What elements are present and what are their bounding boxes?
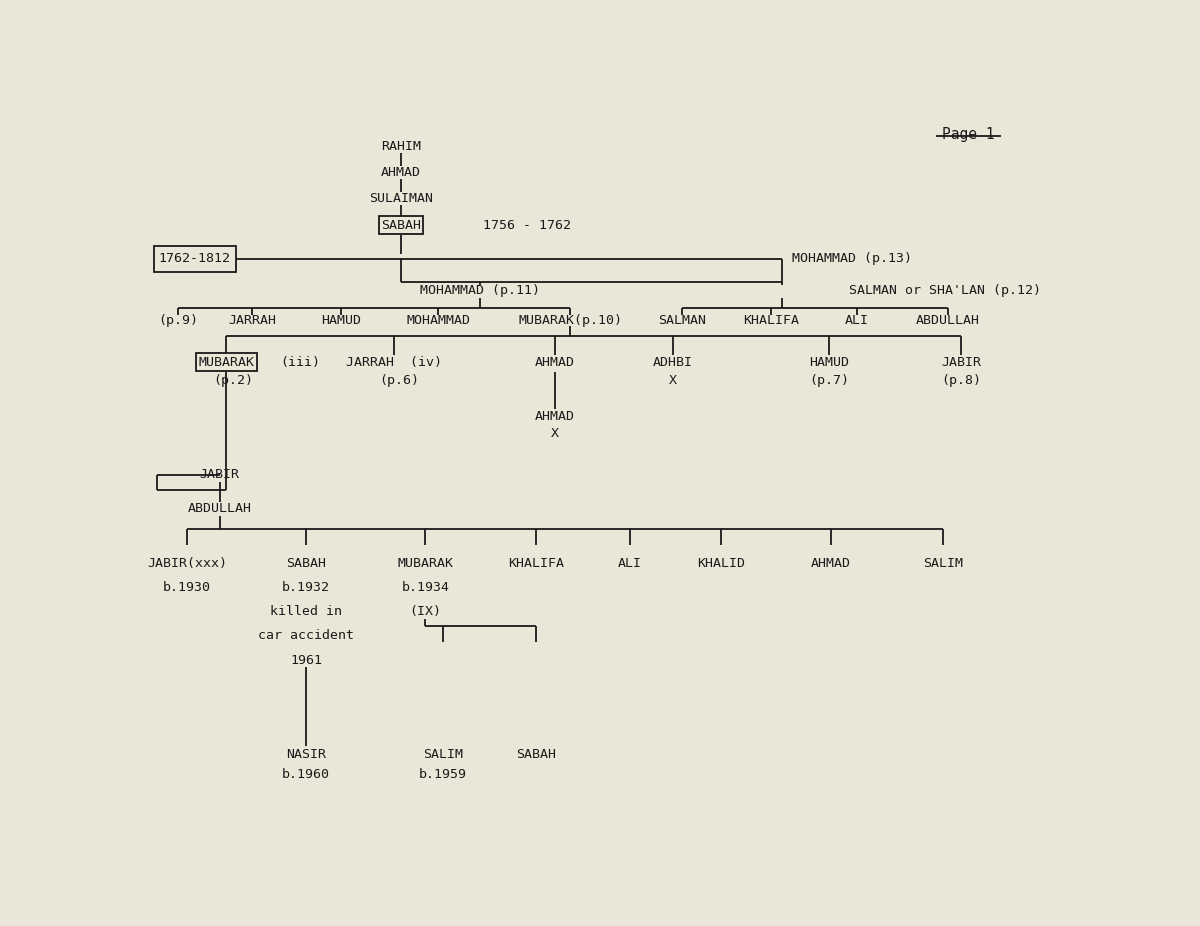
Text: (p.9): (p.9) [158, 314, 198, 327]
Text: AHMAD: AHMAD [534, 356, 575, 369]
Text: KHALIFA: KHALIFA [743, 314, 799, 327]
Text: (p.7): (p.7) [809, 374, 848, 387]
Text: SALMAN or SHA'LAN (p.12): SALMAN or SHA'LAN (p.12) [850, 284, 1042, 297]
Text: ABDULLAH: ABDULLAH [916, 314, 980, 327]
Text: 1961: 1961 [290, 654, 323, 667]
Text: b.1932: b.1932 [282, 581, 330, 594]
Text: ADHBI: ADHBI [653, 356, 692, 369]
Text: KHALID: KHALID [697, 557, 745, 569]
Text: MUBARAK: MUBARAK [198, 356, 254, 369]
Text: AHMAD: AHMAD [382, 166, 421, 179]
Text: b.1930: b.1930 [163, 581, 211, 594]
Text: SULAIMAN: SULAIMAN [370, 192, 433, 205]
Text: MOHAMMAD (p.11): MOHAMMAD (p.11) [420, 284, 540, 297]
Text: MUBARAK(p.10): MUBARAK(p.10) [518, 314, 623, 327]
Text: SABAH: SABAH [287, 557, 326, 569]
Text: b.1934: b.1934 [401, 581, 449, 594]
Text: (p.6): (p.6) [379, 374, 419, 387]
Text: NASIR: NASIR [287, 748, 326, 761]
Text: JARRAH  (iv): JARRAH (iv) [346, 356, 442, 369]
Text: car accident: car accident [258, 630, 354, 643]
Text: MOHAMMAD: MOHAMMAD [407, 314, 470, 327]
Text: SALIM: SALIM [923, 557, 964, 569]
Text: SABAH: SABAH [516, 748, 556, 761]
Text: HAMUD: HAMUD [809, 356, 848, 369]
Text: killed in: killed in [270, 606, 342, 619]
Text: X: X [668, 374, 677, 387]
Text: SALMAN: SALMAN [658, 314, 706, 327]
Text: b.1959: b.1959 [419, 768, 467, 781]
Text: JARRAH: JARRAH [228, 314, 276, 327]
Text: JABIR: JABIR [941, 356, 980, 369]
Text: 1762-1812: 1762-1812 [158, 252, 230, 265]
Text: (p.2): (p.2) [214, 374, 253, 387]
Text: 1756 - 1762: 1756 - 1762 [482, 219, 571, 232]
Text: RAHIM: RAHIM [382, 140, 421, 154]
Text: (IX): (IX) [409, 606, 442, 619]
Text: JABIR(xxx): JABIR(xxx) [148, 557, 227, 569]
Text: b.1960: b.1960 [282, 768, 330, 781]
FancyBboxPatch shape [154, 246, 235, 271]
Text: HAMUD: HAMUD [320, 314, 361, 327]
Text: (iii): (iii) [281, 356, 320, 369]
Text: AHMAD: AHMAD [534, 410, 575, 423]
Text: MUBARAK: MUBARAK [397, 557, 454, 569]
Text: AHMAD: AHMAD [811, 557, 851, 569]
Text: X: X [551, 427, 558, 440]
Text: MOHAMMAD (p.13): MOHAMMAD (p.13) [792, 252, 912, 265]
Text: SALIM: SALIM [422, 748, 463, 761]
Text: ABDULLAH: ABDULLAH [187, 503, 252, 516]
Text: SABAH: SABAH [382, 219, 421, 232]
Text: ALI: ALI [845, 314, 869, 327]
Text: Page 1: Page 1 [942, 127, 995, 142]
Text: KHALIFA: KHALIFA [508, 557, 564, 569]
Text: JABIR: JABIR [199, 469, 240, 482]
Text: ALI: ALI [618, 557, 642, 569]
Text: (p.8): (p.8) [941, 374, 980, 387]
